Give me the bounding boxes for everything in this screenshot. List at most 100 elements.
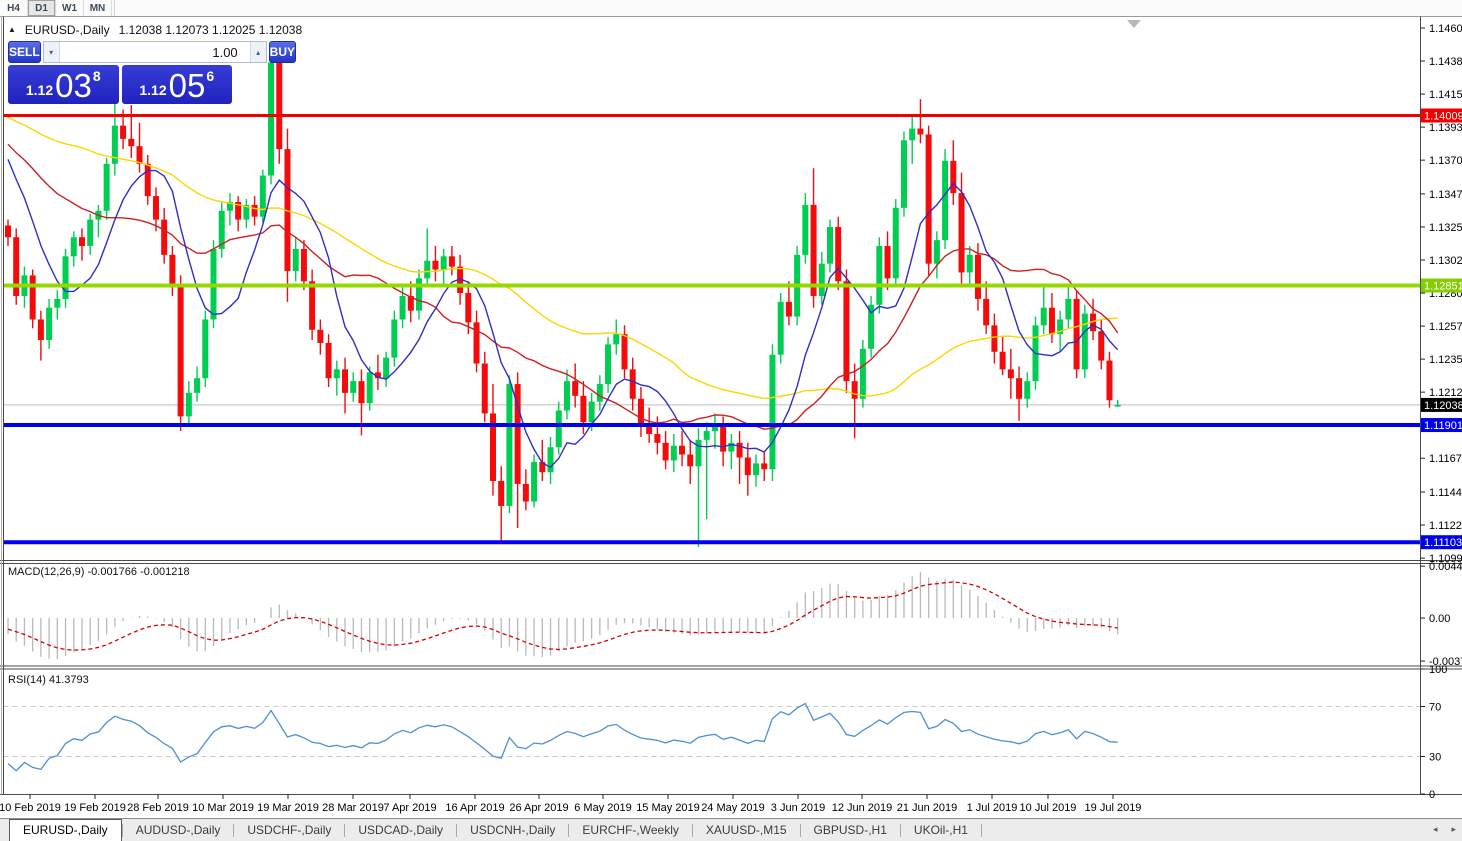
rsi-panel (3, 702, 1421, 772)
svg-text:16 Apr 2019: 16 Apr 2019 (445, 802, 504, 814)
tab-usdcnh-daily[interactable]: USDCNH-,Daily (470, 823, 556, 837)
svg-text:1.14380: 1.14380 (1429, 56, 1462, 68)
svg-text:1 Jul 2019: 1 Jul 2019 (967, 802, 1018, 814)
sell-price-prefix: 1.12 (25, 82, 54, 98)
buy-price-pipette: 6 (206, 68, 215, 84)
tab-separator (344, 824, 346, 837)
svg-text:1.13475: 1.13475 (1429, 189, 1462, 201)
svg-text:3 Jun 2019: 3 Jun 2019 (771, 802, 825, 814)
tab-ukoil-h1[interactable]: UKOil-,H1 (913, 823, 968, 837)
volume-input[interactable] (59, 42, 250, 62)
svg-text:10 Mar 2019: 10 Mar 2019 (192, 802, 254, 814)
tab-separator (691, 824, 693, 837)
svg-text:19 Jul 2019: 19 Jul 2019 (1085, 802, 1142, 814)
svg-text:24 May 2019: 24 May 2019 (701, 802, 765, 814)
svg-text:30: 30 (1429, 752, 1441, 764)
svg-text:19 Feb 2019: 19 Feb 2019 (64, 802, 126, 814)
svg-text:0: 0 (1429, 789, 1435, 801)
sell-price-big-digits: 03 (55, 66, 92, 104)
svg-text:1.12851: 1.12851 (1424, 281, 1462, 293)
svg-text:15 May 2019: 15 May 2019 (636, 802, 700, 814)
tabs-scroll-left-icon[interactable]: ◂ (1432, 824, 1438, 834)
one-click-trading-panel: SELL ▾ ▴ BUY 1.12 03 8 1.12 05 6 (8, 41, 297, 104)
date-axis: 10 Feb 2019 19 Feb 2019 28 Feb 2019 10 Mar … (0, 794, 1142, 814)
tab-separator (568, 824, 570, 837)
timeframe-d1-button[interactable]: D1 (28, 0, 56, 16)
volume-increase-button[interactable]: ▴ (249, 42, 266, 62)
tab-usdcad-daily[interactable]: USDCAD-,Daily (358, 823, 444, 837)
triangle-up-icon: ▴ (256, 47, 261, 57)
svg-text:26 Apr 2019: 26 Apr 2019 (509, 802, 568, 814)
price-axis-chips: 1.14009 1.12851 1.12038 1.11901 1.11103 (1421, 108, 1462, 550)
svg-text:1.12125: 1.12125 (1429, 387, 1462, 399)
price-lines (3, 114, 1421, 545)
svg-text:70: 70 (1429, 702, 1441, 714)
buy-price-prefix: 1.12 (139, 82, 167, 98)
tab-eurusd-daily[interactable]: EURUSD-,Daily (9, 818, 122, 841)
tab-separator (799, 824, 801, 837)
svg-text:19 Mar 2019: 19 Mar 2019 (257, 802, 319, 814)
svg-text:1.12350: 1.12350 (1429, 354, 1462, 366)
volume-spinner: ▾ ▴ (42, 41, 267, 63)
svg-text:1.13025: 1.13025 (1429, 255, 1462, 267)
buy-button[interactable]: BUY (268, 41, 297, 63)
svg-text:1.13250: 1.13250 (1429, 222, 1462, 234)
tab-separator (233, 824, 235, 837)
sell-price-display[interactable]: 1.12 03 8 (8, 65, 119, 104)
svg-text:10 Feb 2019: 10 Feb 2019 (0, 802, 61, 814)
svg-text:1.14009: 1.14009 (1424, 111, 1462, 123)
candlesticks (5, 46, 1121, 548)
one-click-panel-toggle-icon[interactable]: ▲ (8, 25, 16, 34)
svg-text:1.11220: 1.11220 (1429, 520, 1462, 532)
svg-text:1.10995: 1.10995 (1429, 553, 1462, 565)
svg-text:0.00: 0.00 (1429, 613, 1450, 625)
chart-shift-icon[interactable] (1127, 20, 1141, 28)
svg-text:1.13930: 1.13930 (1429, 122, 1462, 134)
tab-gbpusd-h1[interactable]: GBPUSD-,H1 (813, 823, 887, 837)
price-axis: 1.14605 1.14380 1.14155 1.13930 1.13705 1.134… (1420, 23, 1462, 801)
volume-decrease-button[interactable]: ▾ (43, 42, 60, 62)
tab-separator (980, 824, 982, 837)
svg-text:1.11675: 1.11675 (1429, 453, 1462, 465)
triangle-down-icon: ▾ (49, 47, 54, 57)
toolbar-separator (114, 0, 115, 16)
chart-frame (0, 16, 1462, 795)
svg-text:1.14605: 1.14605 (1429, 23, 1462, 35)
sell-price-pipette: 8 (92, 68, 101, 84)
moving-averages (7, 116, 1119, 469)
sell-button[interactable]: SELL (8, 41, 41, 63)
svg-text:21 Jun 2019: 21 Jun 2019 (897, 802, 958, 814)
timeframe-mn-button[interactable]: MN (84, 0, 112, 16)
timeframe-w1-button[interactable]: W1 (56, 0, 84, 16)
svg-text:1.12575: 1.12575 (1429, 321, 1462, 333)
svg-text:7 Apr 2019: 7 Apr 2019 (383, 802, 436, 814)
tab-audusd-daily[interactable]: AUDUSD-,Daily (135, 823, 221, 837)
svg-text:1.11103: 1.11103 (1424, 537, 1462, 549)
tab-usdchf-daily[interactable]: USDCHF-,Daily (247, 823, 332, 837)
svg-text:12 Jun 2019: 12 Jun 2019 (832, 802, 893, 814)
buy-price-display[interactable]: 1.12 05 6 (121, 65, 232, 104)
chart-title: ▲ EURUSD-,Daily 1.12038 1.12073 1.12025 … (8, 23, 302, 37)
buy-price-big-digits: 05 (168, 66, 206, 104)
svg-text:100: 100 (1429, 664, 1447, 676)
tab-separator (456, 824, 458, 837)
svg-text:-0.003715: -0.003715 (1429, 656, 1462, 668)
macd-indicator-label: MACD(12,26,9) -0.001766 -0.001218 (8, 566, 190, 578)
svg-text:1.13705: 1.13705 (1429, 155, 1462, 167)
svg-text:6 May 2019: 6 May 2019 (574, 802, 631, 814)
tab-eurchf-weekly[interactable]: EURCHF-,Weekly (582, 823, 679, 837)
timeframe-h4-button[interactable]: H4 (0, 0, 28, 16)
tab-separator (899, 824, 901, 837)
svg-text:1.11445: 1.11445 (1429, 487, 1462, 499)
macd-panel (7, 572, 1119, 660)
svg-text:0.004465: 0.004465 (1429, 561, 1462, 573)
tabs-scroll-right-icon[interactable]: ▸ (1451, 824, 1456, 834)
rsi-indicator-label: RSI(14) 41.3793 (8, 674, 89, 686)
svg-text:1.12038: 1.12038 (1424, 400, 1462, 412)
svg-text:1.14155: 1.14155 (1429, 89, 1462, 101)
tab-separator (121, 824, 123, 837)
svg-text:28 Mar 2019: 28 Mar 2019 (322, 802, 384, 814)
tab-xauusd-m15[interactable]: XAUUSD-,M15 (705, 823, 787, 837)
